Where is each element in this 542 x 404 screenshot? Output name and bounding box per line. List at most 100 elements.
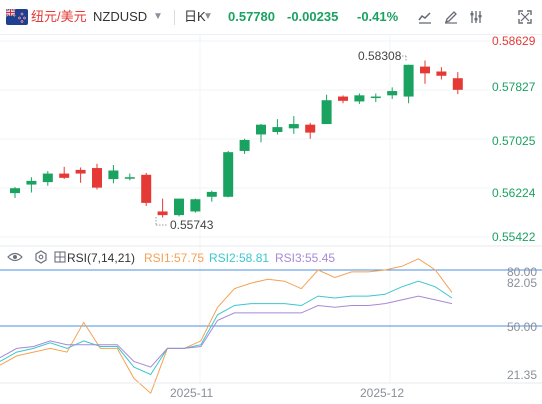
candle-24 bbox=[403, 64, 414, 104]
rsi1-label: RSI1:57.75 bbox=[144, 251, 204, 265]
candle-2 bbox=[42, 171, 53, 186]
candle-body-21 bbox=[354, 95, 365, 102]
visibility-icon[interactable] bbox=[7, 252, 23, 262]
candle-26 bbox=[436, 67, 447, 80]
high-price-label: 0.58308 bbox=[358, 49, 402, 63]
candle-20 bbox=[338, 95, 348, 104]
candle-body-12 bbox=[206, 191, 217, 197]
candle-body-8 bbox=[141, 174, 152, 203]
candle-body-15 bbox=[256, 124, 266, 135]
candle-16 bbox=[272, 119, 283, 135]
rsi1-line bbox=[0, 258, 453, 395]
candle-body-7 bbox=[124, 177, 135, 179]
flag-icon bbox=[6, 9, 28, 25]
rsi-tick-50: 50.00 bbox=[507, 320, 537, 334]
symbol-label[interactable]: NZDUSD bbox=[93, 9, 148, 24]
candle-body-14 bbox=[239, 139, 250, 151]
candle-8 bbox=[141, 172, 152, 206]
indicator-grid-icon[interactable] bbox=[54, 251, 66, 263]
chart-toolbar: 纽元/美元 NZDUSD ▼ 日K ▼ 0.57780 -0.00235 -0.… bbox=[0, 0, 542, 35]
candle-21 bbox=[354, 93, 365, 104]
candle-body-27 bbox=[452, 78, 463, 90]
candle-5 bbox=[92, 163, 102, 190]
draw-tool-button[interactable] bbox=[441, 7, 461, 27]
price-tick-1: 0.57827 bbox=[492, 80, 536, 94]
timeframe-selector[interactable]: 日K bbox=[184, 9, 206, 24]
low-annotation: 0.55743 bbox=[155, 217, 214, 232]
chart-grid bbox=[0, 34, 490, 383]
candle-14 bbox=[239, 138, 250, 155]
candle-23 bbox=[387, 87, 398, 99]
candle-4 bbox=[75, 167, 86, 183]
candle-13 bbox=[223, 150, 234, 198]
rsi-tick-max: 82.05 bbox=[507, 276, 537, 290]
toolbar-divider bbox=[174, 10, 175, 25]
indicator-settings-icon bbox=[470, 11, 482, 23]
candle-body-26 bbox=[436, 71, 447, 76]
candle-body-2 bbox=[42, 173, 53, 183]
candle-body-3 bbox=[59, 173, 70, 178]
pair-name-cn[interactable]: 纽元/美元 bbox=[31, 9, 87, 24]
price-tick-4: 0.55422 bbox=[492, 230, 536, 244]
rsi3-label: RSI3:55.45 bbox=[275, 251, 335, 265]
candle-7 bbox=[124, 173, 135, 181]
candle-body-23 bbox=[387, 91, 398, 96]
candle-body-13 bbox=[223, 152, 234, 197]
candle-body-1 bbox=[26, 180, 37, 185]
candle-body-0 bbox=[10, 188, 20, 194]
candle-27 bbox=[452, 72, 463, 95]
price-change: -0.00235 bbox=[287, 9, 339, 24]
rsi2-line bbox=[0, 280, 453, 376]
rsi-tick-min: 21.35 bbox=[507, 368, 537, 382]
candle-15 bbox=[256, 124, 266, 143]
indicator-settings-button[interactable] bbox=[466, 7, 486, 27]
price-change-percent: -0.41% bbox=[357, 9, 399, 24]
rsi2-label: RSI2:58.81 bbox=[209, 251, 269, 265]
candle-body-9 bbox=[157, 211, 168, 216]
rsi-tick-80: 80.00 bbox=[507, 265, 537, 279]
candle-0 bbox=[10, 187, 20, 199]
rsi-title: RSI(7,14,21) bbox=[67, 251, 135, 265]
last-price: 0.57780 bbox=[228, 9, 275, 24]
candle-body-19 bbox=[321, 100, 332, 125]
chart-type-icon bbox=[418, 12, 431, 24]
candle-body-25 bbox=[420, 66, 430, 74]
candle-19 bbox=[321, 94, 332, 125]
price-tick-2: 0.57025 bbox=[492, 134, 536, 148]
candle-1 bbox=[26, 177, 37, 193]
candle-body-22 bbox=[370, 96, 381, 99]
candle-12 bbox=[206, 190, 217, 202]
candlestick-series bbox=[10, 60, 463, 218]
fullscreen-button[interactable] bbox=[515, 7, 535, 27]
x-label-nov: 2025-11 bbox=[170, 386, 213, 400]
candle-body-20 bbox=[338, 96, 348, 101]
pencil-icon bbox=[444, 11, 457, 24]
chevron-down-icon[interactable]: ▼ bbox=[153, 11, 163, 22]
rsi-header: RSI(7,14,21) RSI1:57.75 RSI2:58.81 RSI3:… bbox=[7, 250, 335, 265]
candle-body-10 bbox=[174, 198, 184, 216]
price-tick-3: 0.56224 bbox=[492, 186, 536, 200]
candle-body-18 bbox=[305, 124, 316, 133]
candle-body-17 bbox=[288, 124, 299, 129]
candle-body-4 bbox=[75, 169, 86, 174]
candle-body-11 bbox=[190, 199, 201, 212]
gear-icon[interactable] bbox=[35, 250, 47, 264]
timeframe-chevron-icon[interactable]: ▼ bbox=[203, 11, 213, 22]
high-annotation: 0.58308 bbox=[358, 49, 407, 63]
candle-6 bbox=[108, 165, 119, 184]
x-label-dec: 2025-12 bbox=[360, 386, 404, 400]
candle-18 bbox=[305, 122, 316, 139]
candle-9 bbox=[157, 198, 168, 218]
candle-11 bbox=[190, 198, 201, 213]
chart-type-button[interactable] bbox=[415, 7, 435, 27]
candle-17 bbox=[288, 116, 299, 134]
candle-body-6 bbox=[108, 170, 119, 180]
low-price-label: 0.55743 bbox=[170, 218, 214, 232]
candle-body-16 bbox=[272, 127, 283, 133]
candle-10 bbox=[174, 198, 184, 217]
candle-body-5 bbox=[92, 168, 102, 188]
fullscreen-icon bbox=[518, 10, 532, 24]
rsi3-line bbox=[0, 295, 453, 368]
candle-22 bbox=[370, 93, 381, 103]
